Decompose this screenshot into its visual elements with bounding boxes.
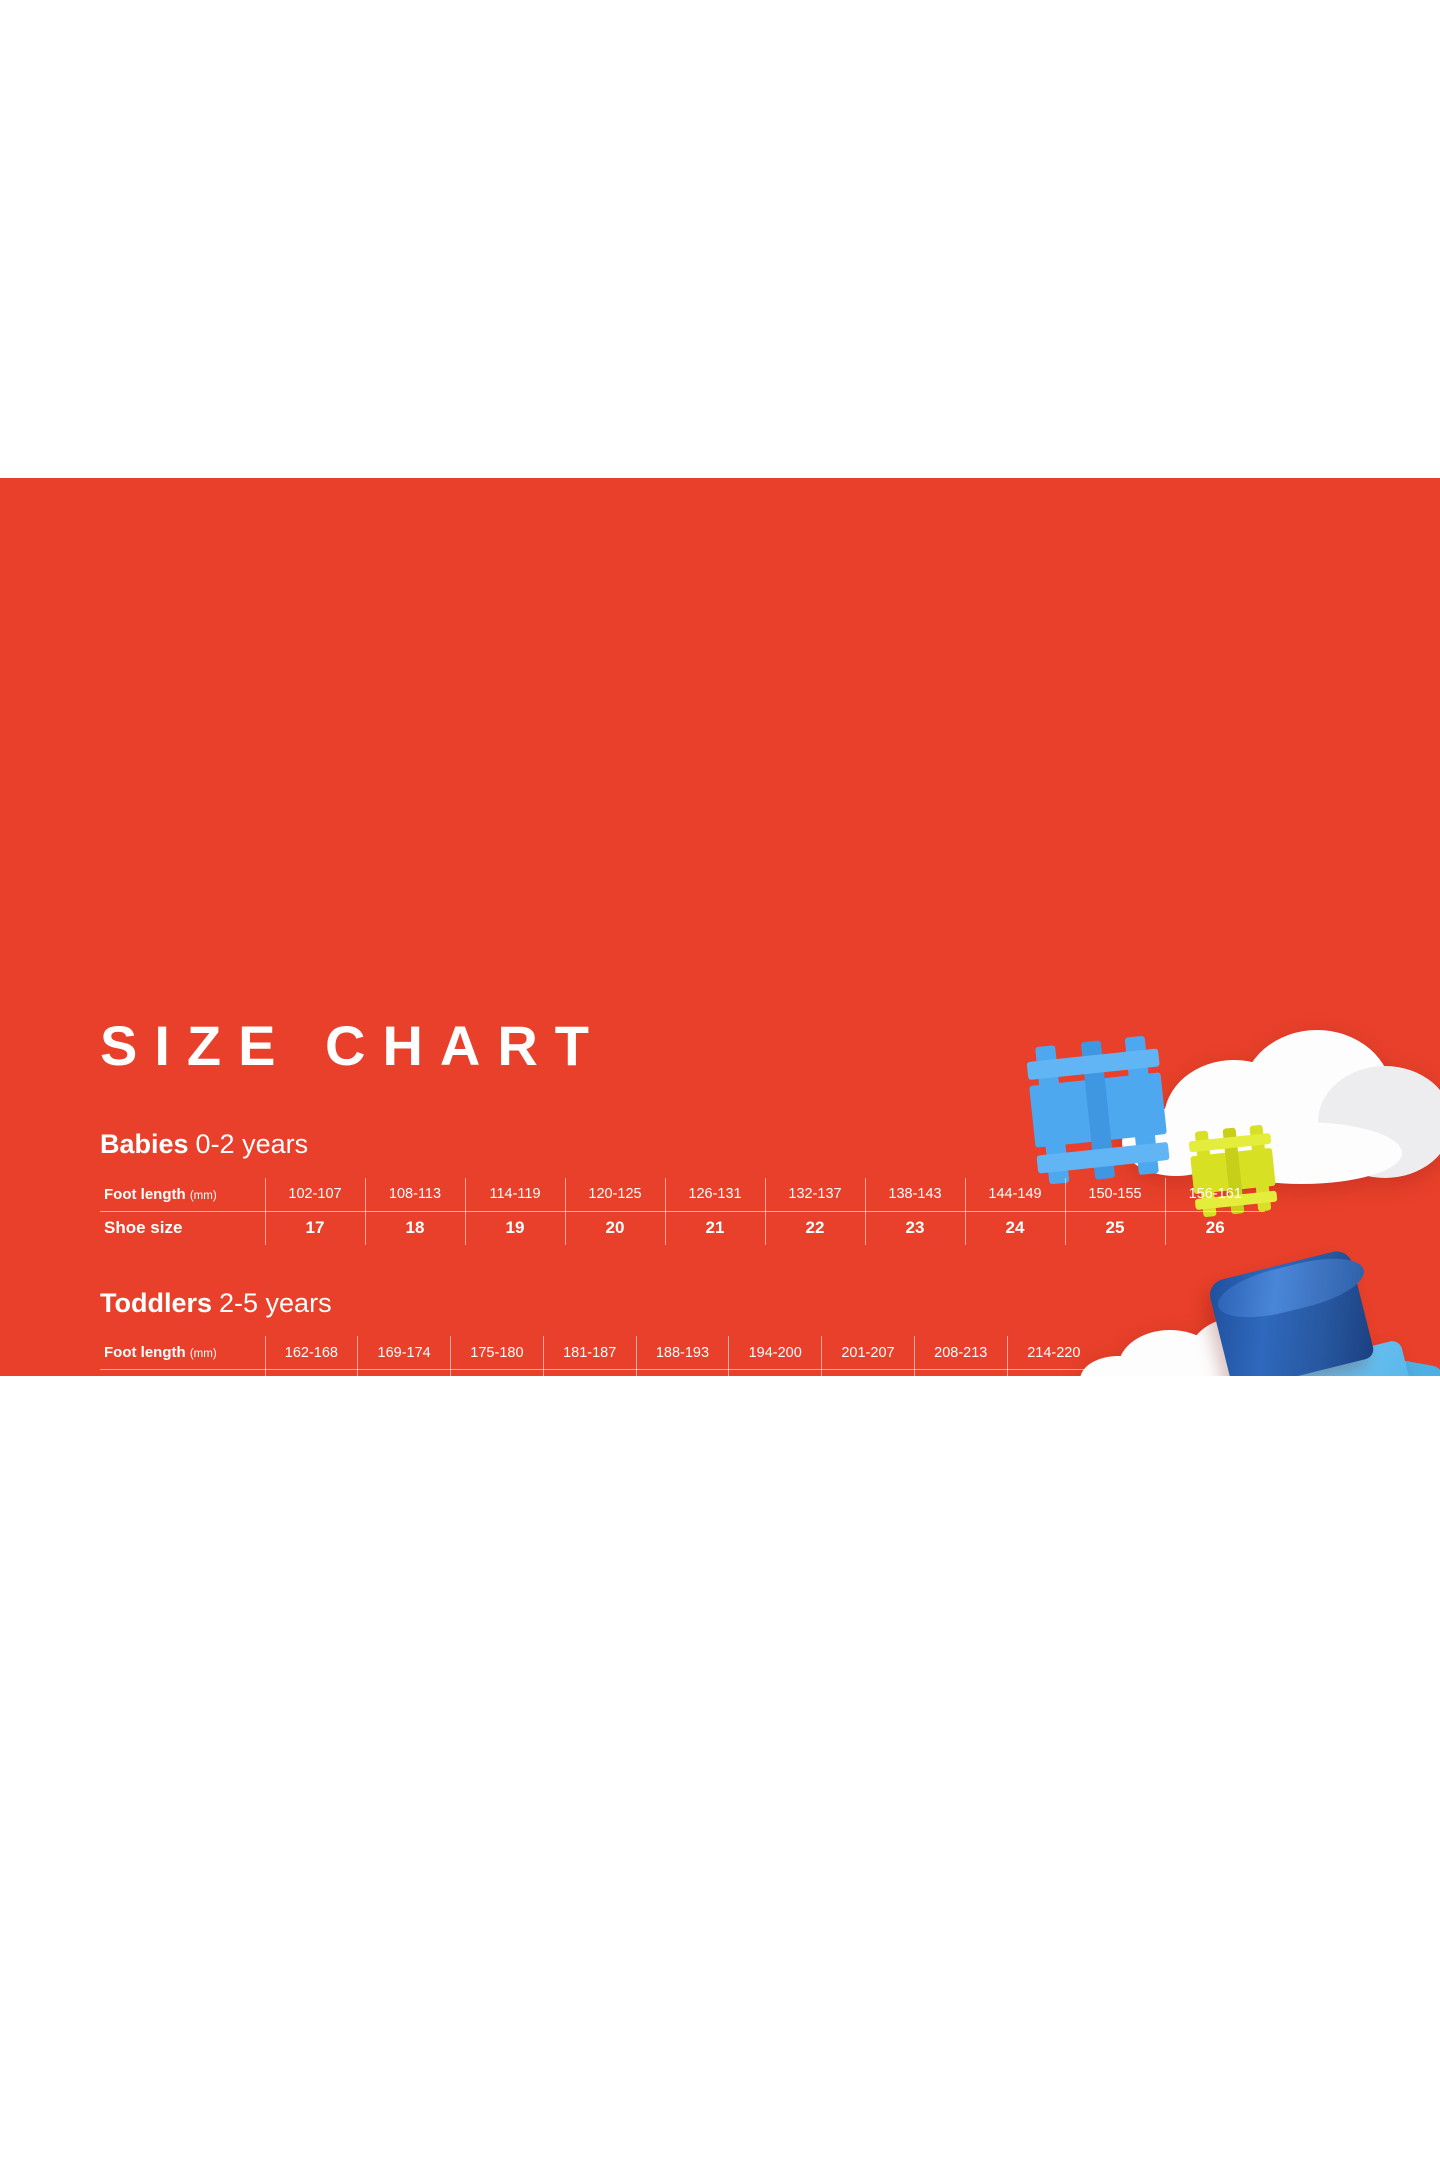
- cell-shoe-size: 20: [565, 1211, 666, 1245]
- cell-shoe-size: 27: [265, 1369, 359, 1376]
- cell-shoe-size: 31: [636, 1369, 730, 1376]
- section-heading-babies: Babies 0-2 years: [100, 1129, 1340, 1160]
- cell-foot-length: 144-149: [965, 1177, 1066, 1212]
- cell-shoe-size: 23: [865, 1211, 966, 1245]
- page-title: SIZE CHART: [100, 1014, 606, 1077]
- row-label-foot-length: Foot length (mm): [100, 1336, 266, 1371]
- cell-foot-length: 120-125: [565, 1177, 666, 1212]
- cell-foot-length: 194-200: [728, 1336, 823, 1371]
- cell-shoe-size: 19: [465, 1211, 566, 1245]
- section-toddlers: Toddlers 2-5 years Foot length (mm) 162-1…: [100, 1287, 1340, 1376]
- cell-shoe-size: 32: [728, 1369, 823, 1376]
- section-babies: Babies 0-2 years Foot length (mm) 102-107…: [100, 1129, 1340, 1245]
- row-label-shoe-size: Shoe size: [100, 1369, 266, 1376]
- cell-foot-length: 214-220: [1007, 1336, 1100, 1371]
- row-label-foot-length: Foot length (mm): [100, 1177, 266, 1212]
- cell-shoe-size: 30: [543, 1369, 637, 1376]
- cell-foot-length: 188-193: [636, 1336, 730, 1371]
- section-name: Toddlers: [100, 1287, 213, 1318]
- section-age-range: 2-5 years: [219, 1287, 332, 1318]
- cell-foot-length: 102-107: [265, 1177, 366, 1212]
- table-row-shoe-size: Shoe size 27 28 29 30 31 32 33 34 35: [100, 1369, 1100, 1376]
- table-row-foot-length: Foot length (mm) 162-168 169-174 175-180…: [100, 1336, 1100, 1371]
- cell-foot-length: 150-155: [1065, 1177, 1166, 1212]
- row-label-unit: (mm): [189, 1189, 217, 1202]
- section-name: Babies: [100, 1129, 189, 1159]
- cell-foot-length: 114-119: [465, 1177, 566, 1212]
- table-row-foot-length: Foot length (mm) 102-107 108-113 114-119…: [100, 1177, 1265, 1212]
- cell-foot-length: 108-113: [365, 1177, 466, 1212]
- cell-shoe-size: 34: [914, 1369, 1008, 1376]
- cell-foot-length: 208-213: [914, 1336, 1008, 1371]
- size-table-toddlers: Foot length (mm) 162-168 169-174 175-180…: [100, 1336, 1100, 1376]
- table-row-shoe-size: Shoe size 17 18 19 20 21 22 23 24 25 26: [100, 1211, 1265, 1245]
- cell-shoe-size: 33: [821, 1369, 915, 1376]
- cell-foot-length: 162-168: [265, 1336, 359, 1371]
- chart-content: SIZE CHART Babies 0-2 years Foot length (…: [100, 1018, 1340, 1376]
- cell-foot-length: 175-180: [450, 1336, 544, 1371]
- row-label-unit: (mm): [189, 1348, 217, 1361]
- cell-shoe-size: 17: [265, 1211, 366, 1245]
- cell-foot-length: 201-207: [821, 1336, 915, 1371]
- size-table-babies: Foot length (mm) 102-107 108-113 114-119…: [100, 1177, 1265, 1245]
- cell-shoe-size: 25: [1065, 1211, 1166, 1245]
- row-label-text: Foot length: [104, 1185, 186, 1203]
- cell-shoe-size: 35: [1007, 1370, 1100, 1376]
- cell-foot-length: 169-174: [357, 1336, 452, 1371]
- row-label-shoe-size: Shoe size: [100, 1211, 266, 1245]
- cell-shoe-size: 24: [965, 1211, 1066, 1245]
- cell-foot-length: 156-161: [1165, 1177, 1265, 1212]
- section-age-range: 0-2 years: [195, 1129, 309, 1159]
- cell-shoe-size: 18: [365, 1211, 466, 1245]
- cell-shoe-size: 26: [1205, 1218, 1225, 1238]
- cell-shoe-size: 28: [357, 1369, 452, 1376]
- section-heading-toddlers: Toddlers 2-5 years: [100, 1287, 1340, 1319]
- cell-foot-length: 132-137: [765, 1177, 866, 1212]
- row-label-text: Foot length: [104, 1344, 186, 1362]
- cell-foot-length: 181-187: [543, 1336, 637, 1371]
- cell-shoe-size: 29: [450, 1369, 544, 1376]
- cell-shoe-size: 22: [765, 1211, 866, 1245]
- cell-foot-length: 138-143: [865, 1177, 966, 1212]
- cell-foot-length: 126-131: [665, 1177, 766, 1212]
- size-chart-panel: SIZE CHART Babies 0-2 years Foot length (…: [0, 478, 1440, 1376]
- cell-shoe-size: 21: [665, 1211, 766, 1245]
